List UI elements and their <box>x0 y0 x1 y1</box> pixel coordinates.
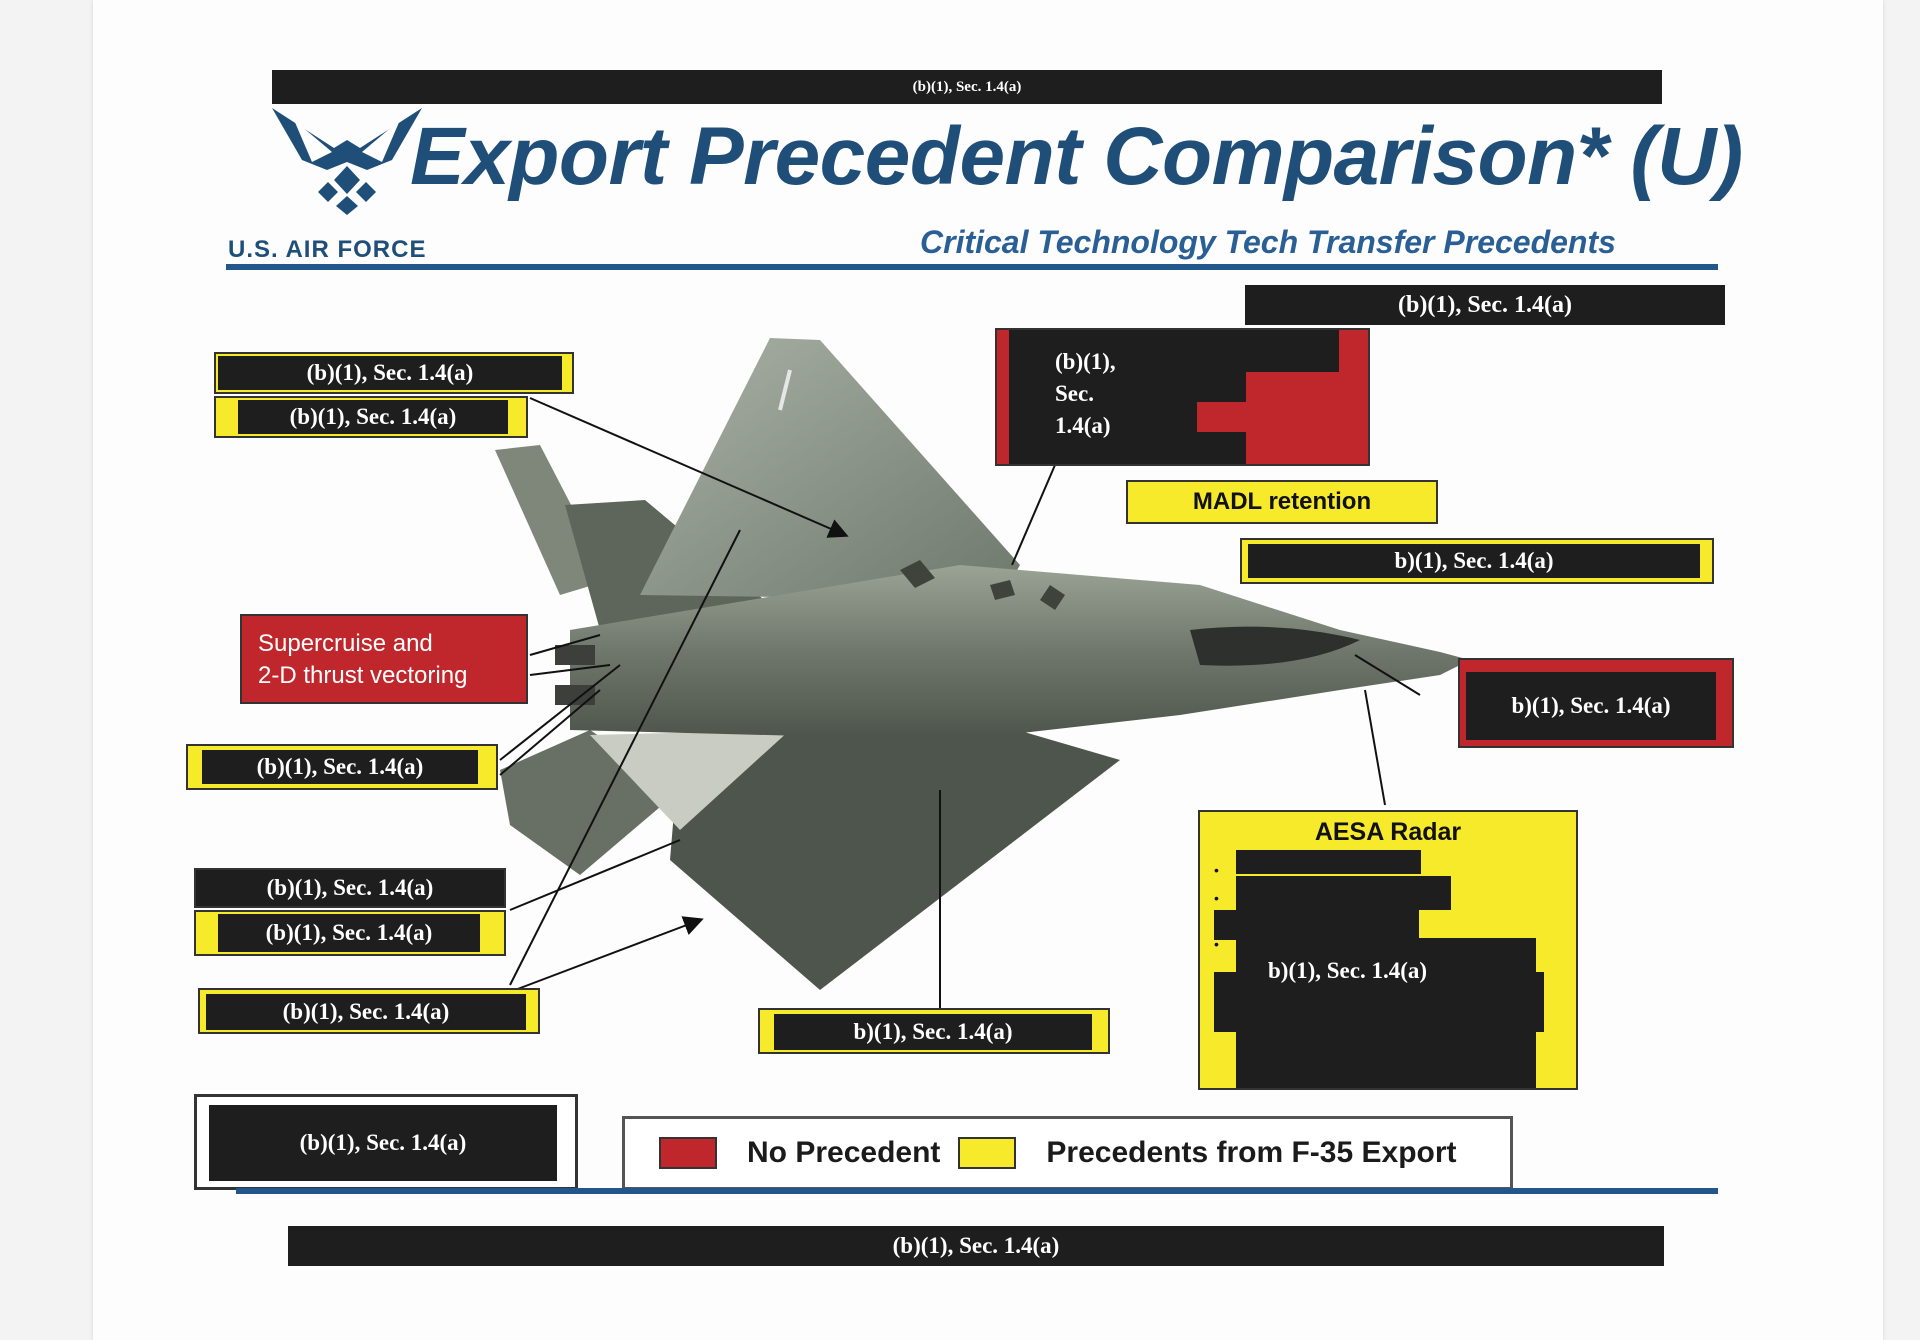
page-title: Export Precedent Comparison* (U) <box>410 111 1743 202</box>
callout-lower-group: (b)(1), Sec. 1.4(a) (b)(1), Sec. 1.4(a) <box>194 868 506 956</box>
callout-lower-2-label: (b)(1), Sec. 1.4(a) <box>265 920 433 945</box>
page-subtitle: Critical Technology Tech Transfer Preced… <box>920 224 1616 260</box>
callout-top-right: (b)(1), Sec. 1.4(a) <box>1245 285 1725 325</box>
callout-bottom-left: (b)(1), Sec. 1.4(a) <box>194 1094 578 1190</box>
f22-aircraft-image <box>495 338 1470 990</box>
footer-rule <box>236 1188 1718 1194</box>
bottom-redaction-label: (b)(1), Sec. 1.4(a) <box>892 1233 1060 1258</box>
legend: No Precedent Precedents from F-35 Export <box>622 1116 1513 1190</box>
callout-wing-group: (b)(1), Sec. 1.4(a) (b)(1), Sec. 1.4(a) <box>214 352 574 442</box>
legend-swatch-f35 <box>958 1137 1017 1169</box>
header-rule <box>226 264 1718 270</box>
legend-swatch-no-precedent <box>659 1137 717 1169</box>
aesa-bullet-icon: • <box>1214 862 1219 878</box>
callout-right-mid-label: b)(1), Sec. 1.4(a) <box>1394 548 1554 573</box>
callout-supercruise: Supercruise and 2-D thrust vectoring <box>240 614 528 704</box>
legend-no-precedent-label: No Precedent <box>747 1136 941 1169</box>
callout-center-bottom-label: b)(1), Sec. 1.4(a) <box>853 1019 1013 1044</box>
callout-bottom-left-label: (b)(1), Sec. 1.4(a) <box>299 1130 467 1155</box>
top-redaction-label: (b)(1), Sec. 1.4(a) <box>912 78 1022 95</box>
callout-left-mid-label: (b)(1), Sec. 1.4(a) <box>256 754 424 779</box>
callout-lower-1-label: (b)(1), Sec. 1.4(a) <box>266 875 434 900</box>
callout-center-bottom: b)(1), Sec. 1.4(a) <box>758 1008 1110 1054</box>
org-label: U.S. AIR FORCE <box>228 236 427 263</box>
aesa-bullet-icon: • <box>1214 890 1219 906</box>
top-redaction-bar: (b)(1), Sec. 1.4(a) <box>272 70 1662 104</box>
callout-nose: b)(1), Sec. 1.4(a) <box>1458 658 1734 748</box>
aesa-bullet-icon: • <box>1214 936 1219 952</box>
legend-f35-label: Precedents from F-35 Export <box>1046 1136 1457 1169</box>
callout-aesa-radar: AESA Radar • • • b)(1), Sec. 1.4(a) <box>1198 810 1578 1090</box>
callout-madl: MADL retention <box>1126 480 1438 524</box>
aesa-radar-title: AESA Radar <box>1314 818 1462 846</box>
callout-lower-3-label: (b)(1), Sec. 1.4(a) <box>282 999 450 1024</box>
callout-wing-1-label: (b)(1), Sec. 1.4(a) <box>306 360 474 385</box>
callout-left-mid: (b)(1), Sec. 1.4(a) <box>186 744 498 790</box>
aesa-redaction-label: b)(1), Sec. 1.4(a) <box>1268 958 1428 983</box>
air-force-logo <box>272 108 422 215</box>
callout-madl-label: MADL retention <box>1192 488 1372 515</box>
callout-right-mid: b)(1), Sec. 1.4(a) <box>1240 538 1714 584</box>
callout-red-top-label: (b)(1), Sec. 1.4(a) <box>1055 349 1116 438</box>
callout-nose-label: b)(1), Sec. 1.4(a) <box>1511 693 1671 718</box>
callout-red-top: (b)(1), Sec. 1.4(a) <box>995 328 1370 466</box>
callout-lower-3: (b)(1), Sec. 1.4(a) <box>198 988 540 1034</box>
callout-top-right-label: (b)(1), Sec. 1.4(a) <box>1398 291 1572 318</box>
bottom-redaction-bar: (b)(1), Sec. 1.4(a) <box>288 1226 1664 1266</box>
callout-wing-2-label: (b)(1), Sec. 1.4(a) <box>289 404 457 429</box>
